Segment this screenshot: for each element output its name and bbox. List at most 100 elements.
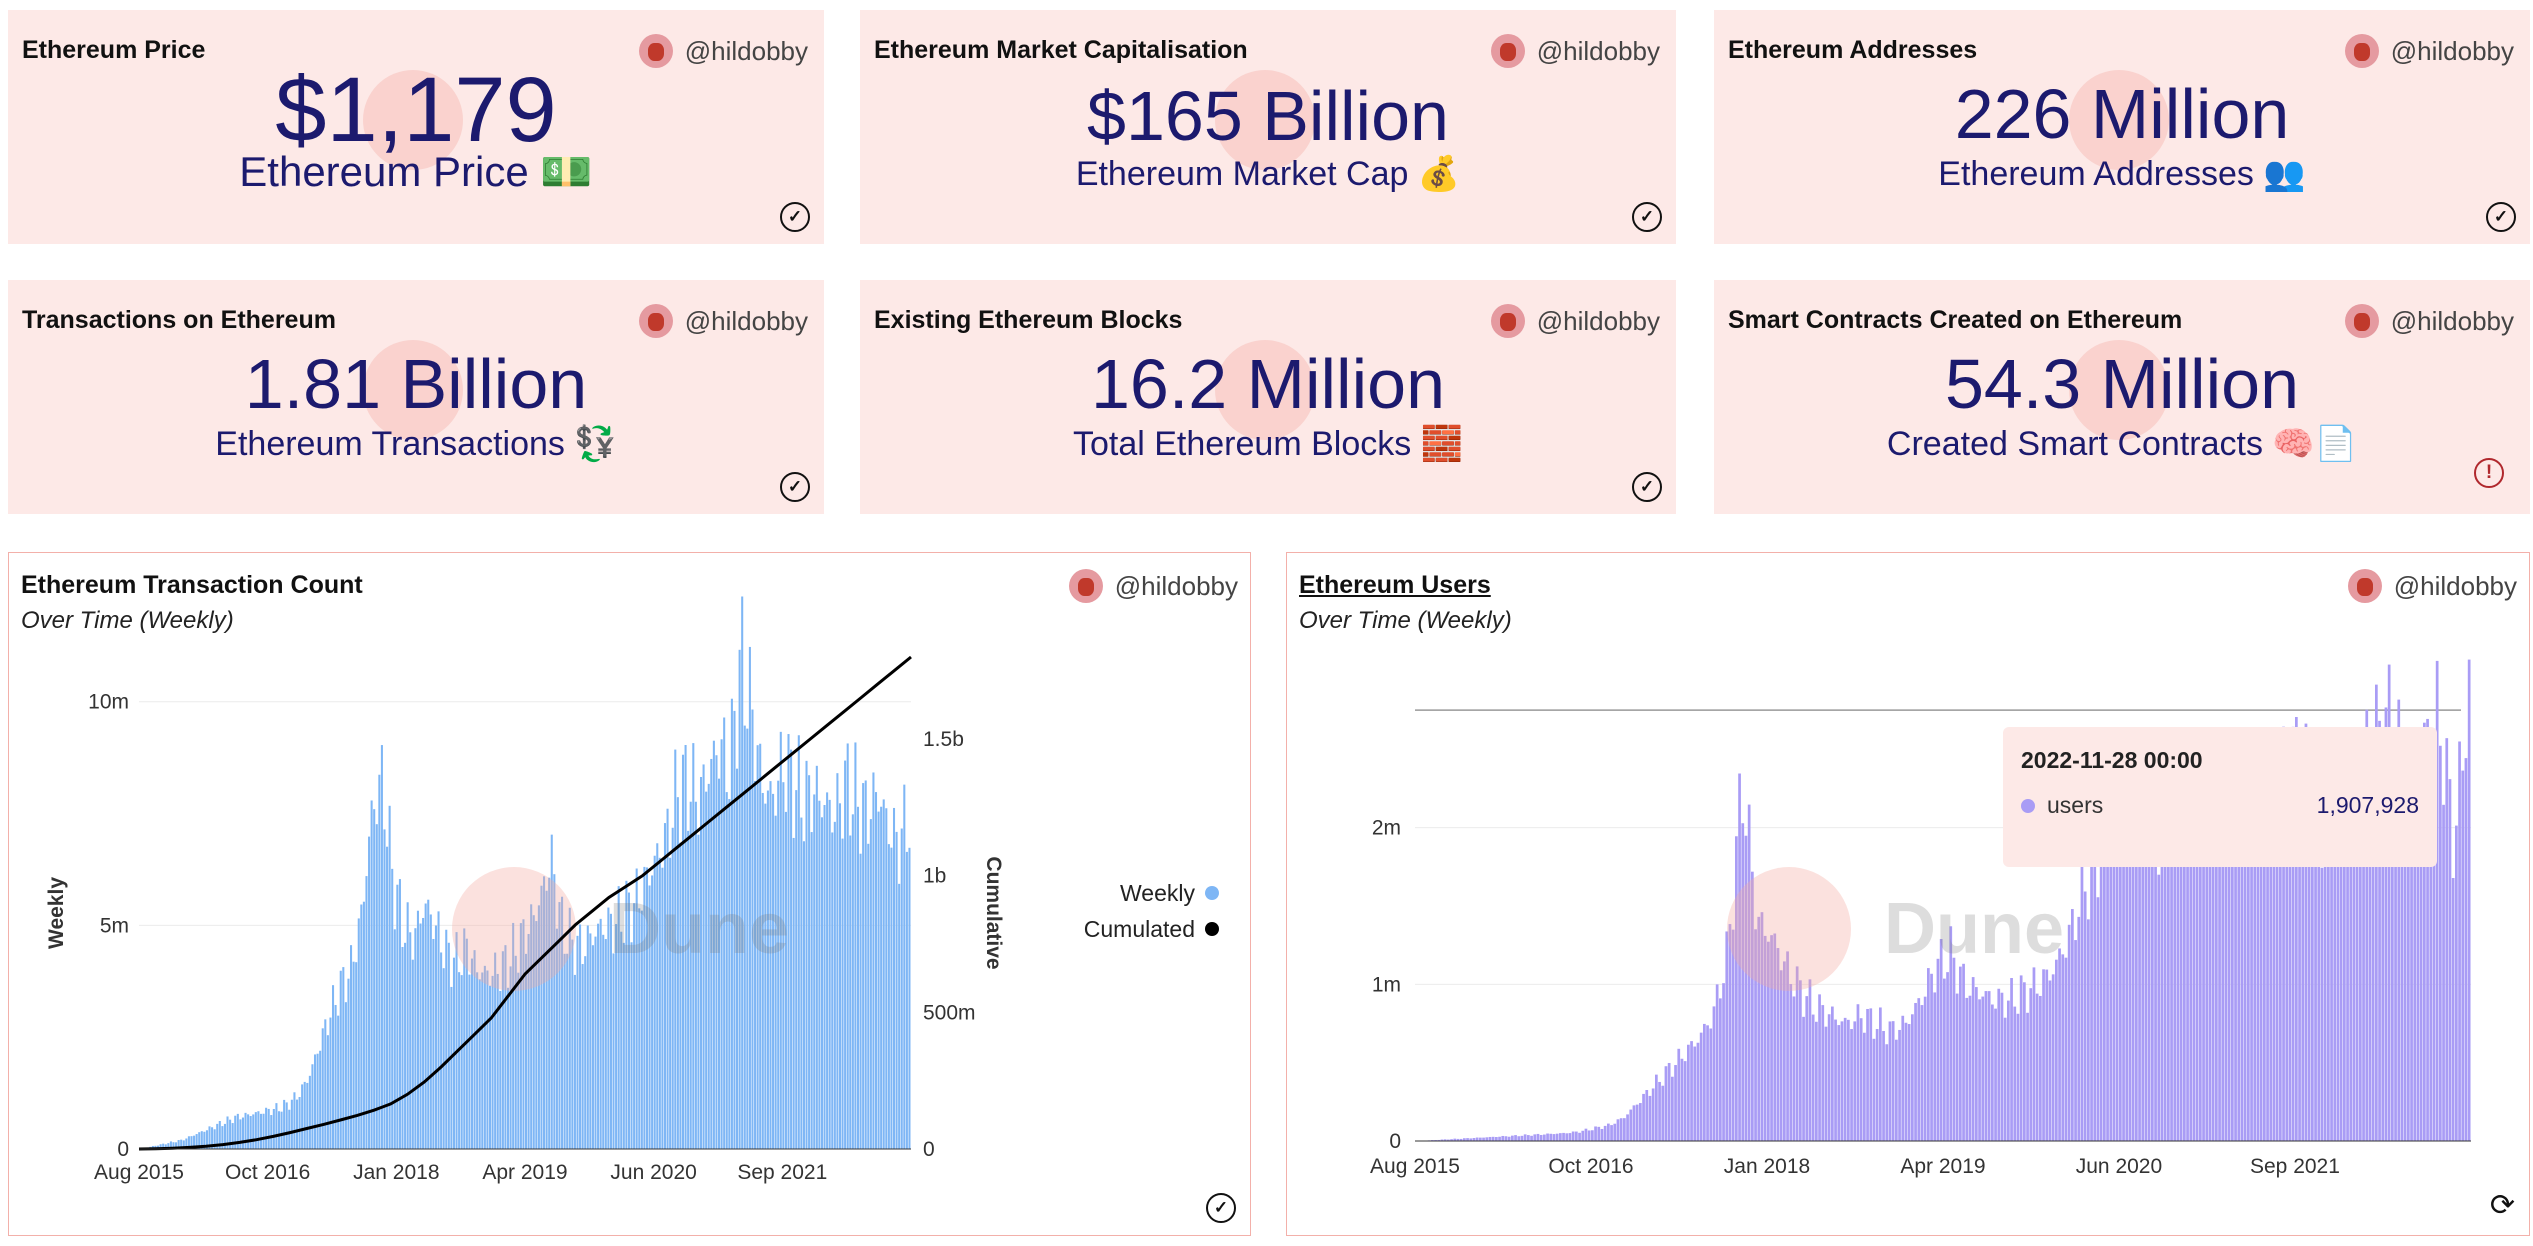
bar-users xyxy=(2051,974,2055,1141)
bar-users xyxy=(2400,742,2404,1141)
bar-users xyxy=(2090,850,2093,1141)
bar-users xyxy=(1472,1138,1476,1141)
x-tick-label: Oct 2016 xyxy=(1548,1155,1633,1178)
bar-weekly xyxy=(880,806,883,1149)
bar-users xyxy=(2282,726,2285,1141)
bar-weekly xyxy=(267,1108,270,1149)
y-tick-label: 1m xyxy=(1372,973,1401,996)
bar-users xyxy=(1859,1018,1863,1141)
bar-users xyxy=(1962,963,1965,1141)
legend-item-cumulated[interactable]: Cumulated xyxy=(1029,911,1219,947)
counter-card-addresses[interactable]: Ethereum Addresses @hildobby 226 Million… xyxy=(1714,10,2530,244)
bar-users xyxy=(1501,1135,1505,1141)
bar-users xyxy=(2371,788,2375,1141)
bar-users xyxy=(1619,1118,1623,1141)
bar-users xyxy=(1984,991,1988,1141)
counter-card-price[interactable]: Ethereum Price @hildobby $1,179 Ethereum… xyxy=(8,10,824,244)
bar-users xyxy=(2317,806,2321,1141)
author-tag[interactable]: @hildobby xyxy=(1068,569,1238,603)
avatar xyxy=(1068,569,1103,603)
bar-users xyxy=(2320,867,2324,1141)
bar-users xyxy=(2205,856,2209,1141)
author-tag[interactable]: @hildobby xyxy=(1490,304,1660,338)
bar-weekly xyxy=(198,1132,201,1149)
bar-weekly xyxy=(368,836,371,1149)
bar-users xyxy=(2131,803,2135,1141)
line-cumulated xyxy=(138,655,912,1151)
bar-weekly xyxy=(908,847,911,1149)
transaction-count-chart[interactable]: 0 5m 10m 0 500m 1b 1.5b Dune Aug 2015 Oct 2016 Jan… xyxy=(9,553,1252,1237)
bar-weekly xyxy=(571,939,574,1149)
counter-card-market-cap[interactable]: Ethereum Market Capitalisation @hildobby… xyxy=(860,10,1676,244)
bar-users xyxy=(2432,737,2436,1141)
bar-users xyxy=(1725,931,1729,1141)
bar-weekly xyxy=(743,725,746,1149)
bar-users xyxy=(1991,1004,1994,1141)
bar-weekly xyxy=(782,782,785,1149)
bar-weekly xyxy=(339,970,342,1149)
bar-weekly xyxy=(663,823,667,1149)
bar-users xyxy=(1459,1138,1463,1141)
bar-users xyxy=(2029,988,2033,1141)
bar-users xyxy=(2403,795,2407,1141)
x-tick-label: Apr 2019 xyxy=(1900,1155,1985,1178)
bar-weekly xyxy=(681,754,685,1149)
bar-users xyxy=(1709,1028,1713,1141)
bar-weekly xyxy=(352,961,355,1149)
avatar xyxy=(2344,34,2379,68)
bar-weekly xyxy=(223,1123,226,1149)
bar-weekly xyxy=(532,915,535,1149)
bar-weekly xyxy=(748,646,751,1149)
bar-users xyxy=(1968,995,1972,1141)
bar-users xyxy=(2387,664,2391,1141)
bar-weekly xyxy=(283,1099,286,1149)
bar-weekly xyxy=(679,842,682,1149)
watermark-text: Dune xyxy=(1884,889,2064,969)
author-tag[interactable]: @hildobby xyxy=(638,34,808,68)
author-tag[interactable]: @hildobby xyxy=(2344,304,2514,338)
refresh-icon[interactable]: ⟳ xyxy=(2489,1189,2515,1222)
avatar xyxy=(638,34,673,68)
bar-weekly xyxy=(241,1117,244,1149)
bar-users xyxy=(2000,992,2004,1141)
status-check-icon: ✓ xyxy=(1632,472,1662,502)
chart-title-link[interactable]: Ethereum Users xyxy=(1299,571,1491,599)
author-tag[interactable]: @hildobby xyxy=(2347,569,2517,603)
bar-weekly xyxy=(265,1107,268,1149)
bar-users xyxy=(1632,1105,1636,1141)
bar-users xyxy=(1629,1109,1633,1141)
counter-card-transactions[interactable]: Transactions on Ethereum @hildobby 1.81 … xyxy=(8,280,824,514)
counter-card-smart-contracts[interactable]: Smart Contracts Created on Ethereum @hil… xyxy=(1714,280,2530,514)
y2-tick-label: 1b xyxy=(923,865,946,888)
bar-weekly xyxy=(820,817,823,1149)
panel-transaction-count: Ethereum Transaction Count Over Time (We… xyxy=(8,552,1251,1236)
warning-icon[interactable]: ! xyxy=(2474,458,2504,488)
counter-value: 226 Million xyxy=(1954,75,2290,153)
author-tag[interactable]: @hildobby xyxy=(2344,34,2514,68)
bar-weekly xyxy=(270,1115,273,1149)
bar-users xyxy=(2077,916,2081,1141)
author-tag[interactable]: @hildobby xyxy=(638,304,808,338)
bar-users xyxy=(1763,935,1767,1141)
bar-weekly xyxy=(321,1028,324,1149)
ethereum-users-chart[interactable]: 0 1m 2m Dune Aug 2015 Oct 2016 Jan 2018 Apr 201… xyxy=(1287,553,2531,1237)
counter-card-blocks[interactable]: Existing Ethereum Blocks @hildobby 16.2 … xyxy=(860,280,1676,514)
bar-weekly xyxy=(733,710,736,1149)
legend-item-weekly[interactable]: Weekly xyxy=(1029,875,1219,911)
bar-users xyxy=(2144,841,2148,1141)
tooltip-date: 2022-11-28 00:00 xyxy=(2021,747,2203,773)
bar-users xyxy=(1469,1138,1473,1141)
bar-weekly xyxy=(751,709,754,1149)
bar-weekly xyxy=(699,777,703,1149)
bar-users xyxy=(1760,912,1764,1141)
bar-weekly xyxy=(609,913,612,1149)
bar-users xyxy=(2397,699,2401,1141)
bar-users xyxy=(1677,1048,1681,1141)
bar-weekly xyxy=(164,1144,167,1149)
author-tag[interactable]: @hildobby xyxy=(1490,34,1660,68)
bar-users xyxy=(1664,1066,1668,1141)
bar-weekly xyxy=(882,799,885,1149)
bar-weekly xyxy=(568,907,571,1149)
card-title: Transactions on Ethereum xyxy=(22,306,336,334)
bar-weekly xyxy=(555,928,558,1149)
